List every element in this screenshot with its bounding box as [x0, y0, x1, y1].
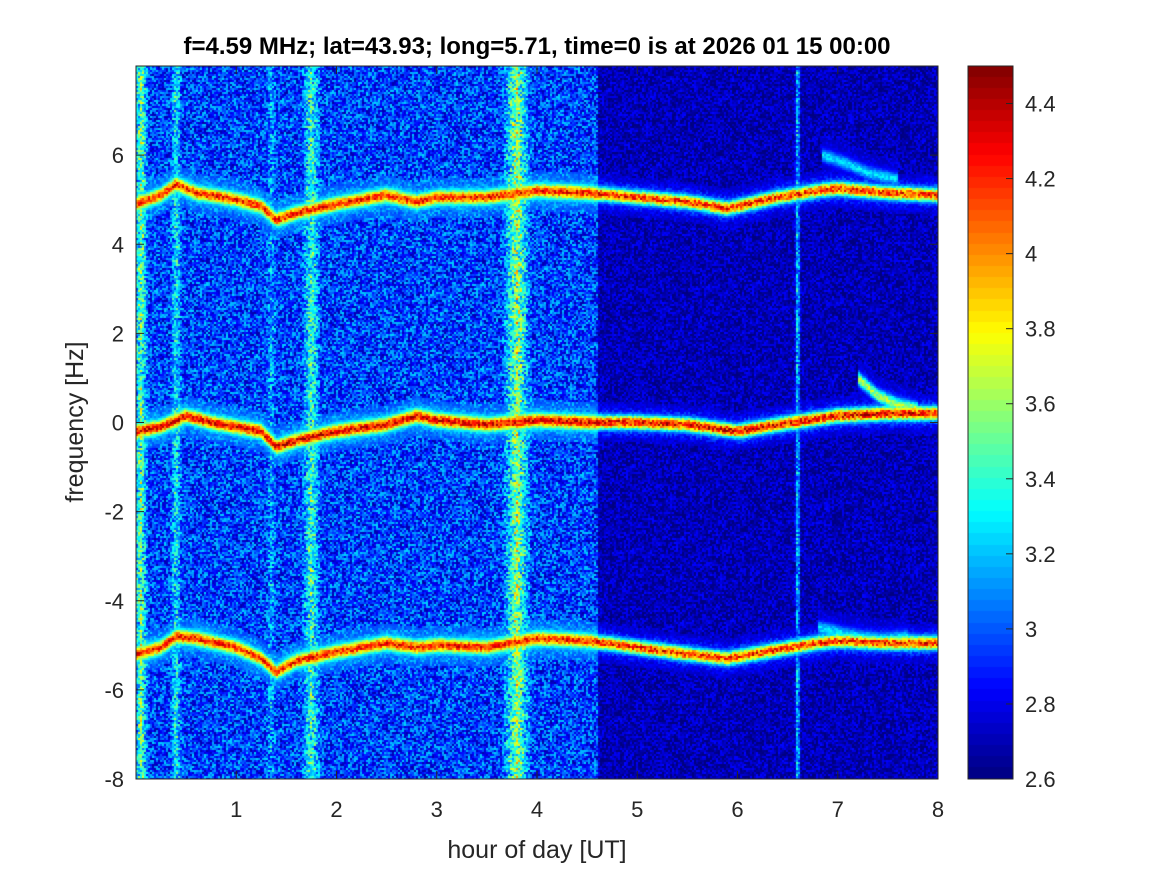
colorbar: [968, 66, 1013, 779]
heatmap-area: [136, 66, 938, 779]
x-tick-label: 6: [731, 797, 743, 822]
x-axis: 1 2 3 4 5 6 7 8: [230, 66, 944, 822]
x-tick-label: 7: [832, 797, 844, 822]
colorbar-tick-label: 2.6: [1025, 767, 1056, 792]
y-tick-label: -6: [104, 678, 124, 703]
y-axis: -8 -6 -4 -2 0 2 4 6: [104, 143, 938, 792]
y-tick-label: 0: [112, 411, 124, 436]
colorbar-tick-label: 4: [1025, 242, 1037, 267]
y-tick-label: -8: [104, 767, 124, 792]
x-tick-label: 3: [431, 797, 443, 822]
colorbar-tick-label: 3.8: [1025, 317, 1056, 342]
colorbar-tick-label: 3.4: [1025, 467, 1056, 492]
colorbar-axis: 2.6 2.8 3 3.2 3.4 3.6 3.8 4 4.2 4.4: [1006, 92, 1056, 792]
y-tick-label: -2: [104, 500, 124, 525]
chart-title: f=4.59 MHz; lat=43.93; long=5.71, time=0…: [183, 33, 890, 60]
colorbar-tick-label: 3.6: [1025, 392, 1056, 417]
colorbar-tick-label: 3.2: [1025, 542, 1056, 567]
y-tick-label: -4: [104, 589, 124, 614]
y-tick-label: 2: [112, 321, 124, 346]
colorbar-tick-label: 4.2: [1025, 167, 1056, 192]
x-axis-label: hour of day [UT]: [447, 836, 626, 864]
colorbar-tick-label: 2.8: [1025, 692, 1056, 717]
x-tick-label: 5: [631, 797, 643, 822]
colorbar-gradient: [968, 66, 1013, 779]
colorbar-frame: [967, 65, 1014, 780]
x-tick-label: 1: [230, 797, 242, 822]
x-tick-label: 2: [330, 797, 342, 822]
y-tick-label: 4: [112, 232, 124, 257]
colorbar-tick-label: 4.4: [1025, 92, 1056, 117]
y-tick-label: 6: [112, 143, 124, 168]
x-tick-label: 8: [932, 797, 944, 822]
y-axis-label: frequency [Hz]: [61, 341, 89, 502]
heatmap-canvas: [136, 66, 938, 779]
x-tick-label: 4: [531, 797, 543, 822]
colorbar-tick-label: 3: [1025, 617, 1037, 642]
